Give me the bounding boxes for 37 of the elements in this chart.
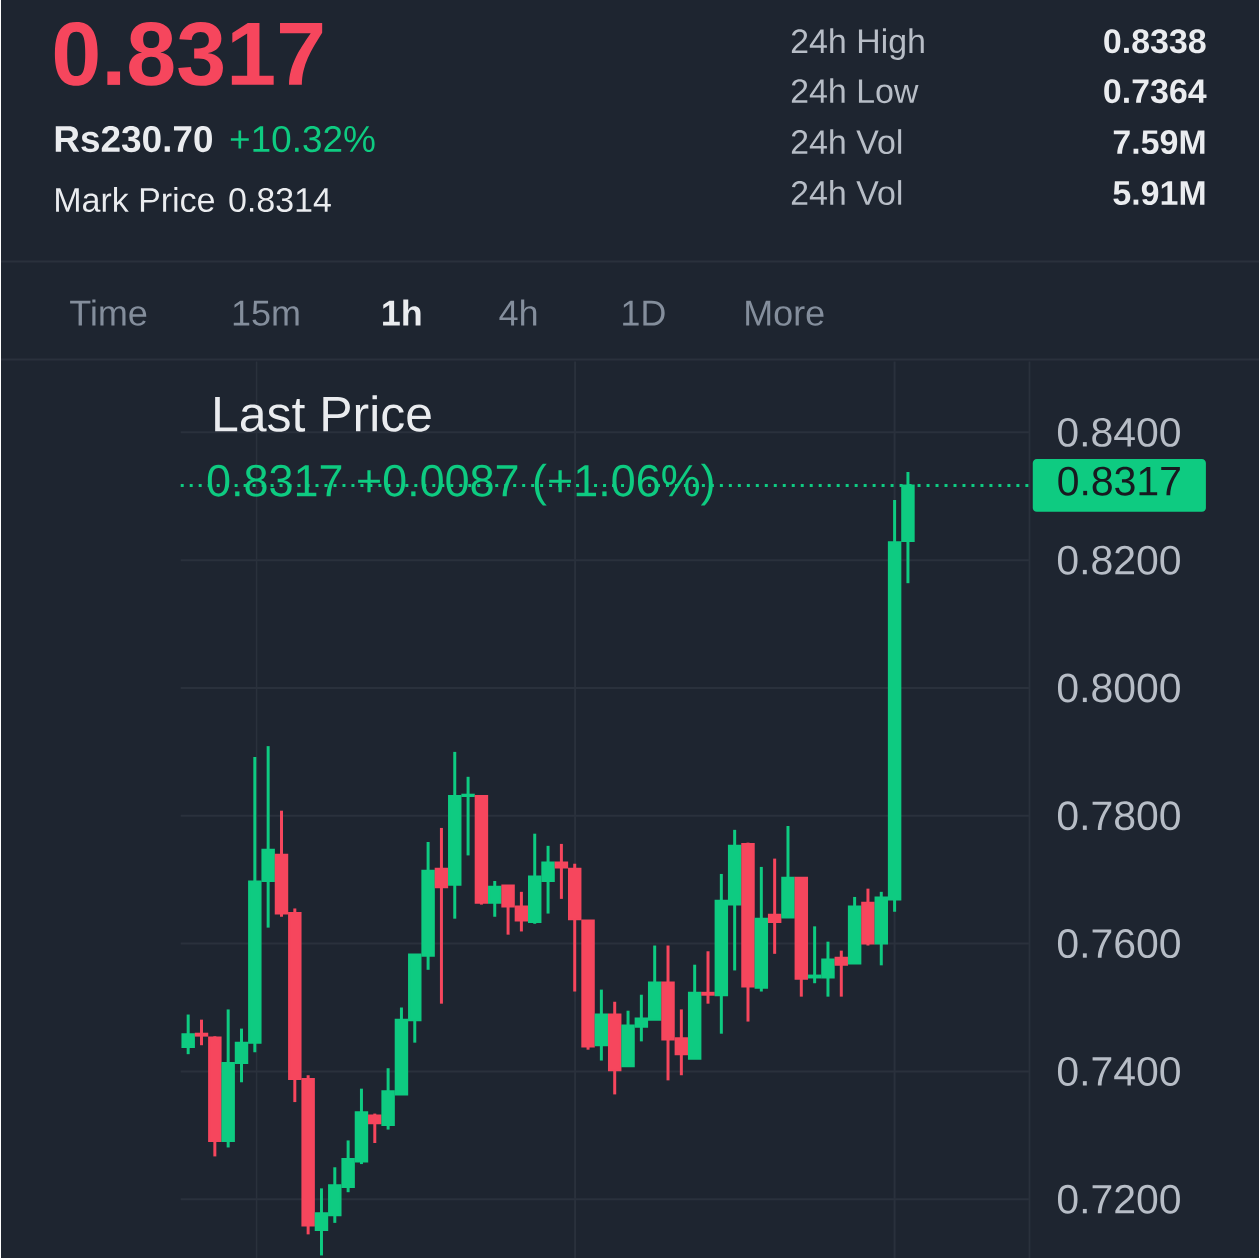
ref-line-label: 0.8317 bbox=[1058, 466, 1180, 496]
text: 0.8317 bbox=[54, 22, 323, 86]
text: 0.8317 +0.0087 (+1.06%) bbox=[207, 463, 713, 506]
y-tick-label: 0.7800 bbox=[1057, 801, 1180, 831]
y-tick-label: 0.7200 bbox=[1057, 1184, 1180, 1214]
text: 0.8338 bbox=[1104, 29, 1206, 54]
text: 1h bbox=[383, 299, 421, 326]
text: 1D bbox=[623, 300, 665, 326]
text: Rs230.70 bbox=[55, 125, 212, 153]
text: 7.59M bbox=[1113, 130, 1205, 155]
text: 4h bbox=[499, 299, 537, 326]
y-tick-label: 0.8200 bbox=[1057, 545, 1180, 575]
candlestick bbox=[488, 880, 502, 917]
candlestick bbox=[834, 950, 849, 997]
y-tick-label: 0.8400 bbox=[1057, 417, 1180, 447]
text: More bbox=[746, 300, 824, 326]
text: 24h High bbox=[791, 28, 924, 60]
text: Time bbox=[70, 299, 147, 326]
y-tick-label: 0.7400 bbox=[1057, 1056, 1180, 1086]
text: 24h Vol bbox=[791, 129, 902, 155]
y-tick-label: 0.7600 bbox=[1057, 929, 1180, 959]
text: 0.8314 bbox=[229, 187, 331, 213]
candlestick bbox=[368, 1113, 382, 1143]
text: 15m bbox=[233, 300, 299, 326]
y-tick-label: 0.8000 bbox=[1057, 673, 1180, 703]
text: 24h Low bbox=[791, 78, 919, 104]
text: 0.7364 bbox=[1104, 79, 1207, 104]
text: 5.91M bbox=[1113, 180, 1205, 206]
candlestick bbox=[767, 858, 782, 954]
text: +10.32% bbox=[230, 125, 375, 153]
text: 24h Vol bbox=[791, 180, 902, 206]
candlestick bbox=[181, 1014, 195, 1056]
candlestick bbox=[701, 951, 715, 1004]
text: Last Price bbox=[215, 395, 431, 432]
text: Mark Price bbox=[56, 187, 214, 213]
candlestick bbox=[434, 826, 449, 1004]
candlestick bbox=[194, 1019, 209, 1047]
